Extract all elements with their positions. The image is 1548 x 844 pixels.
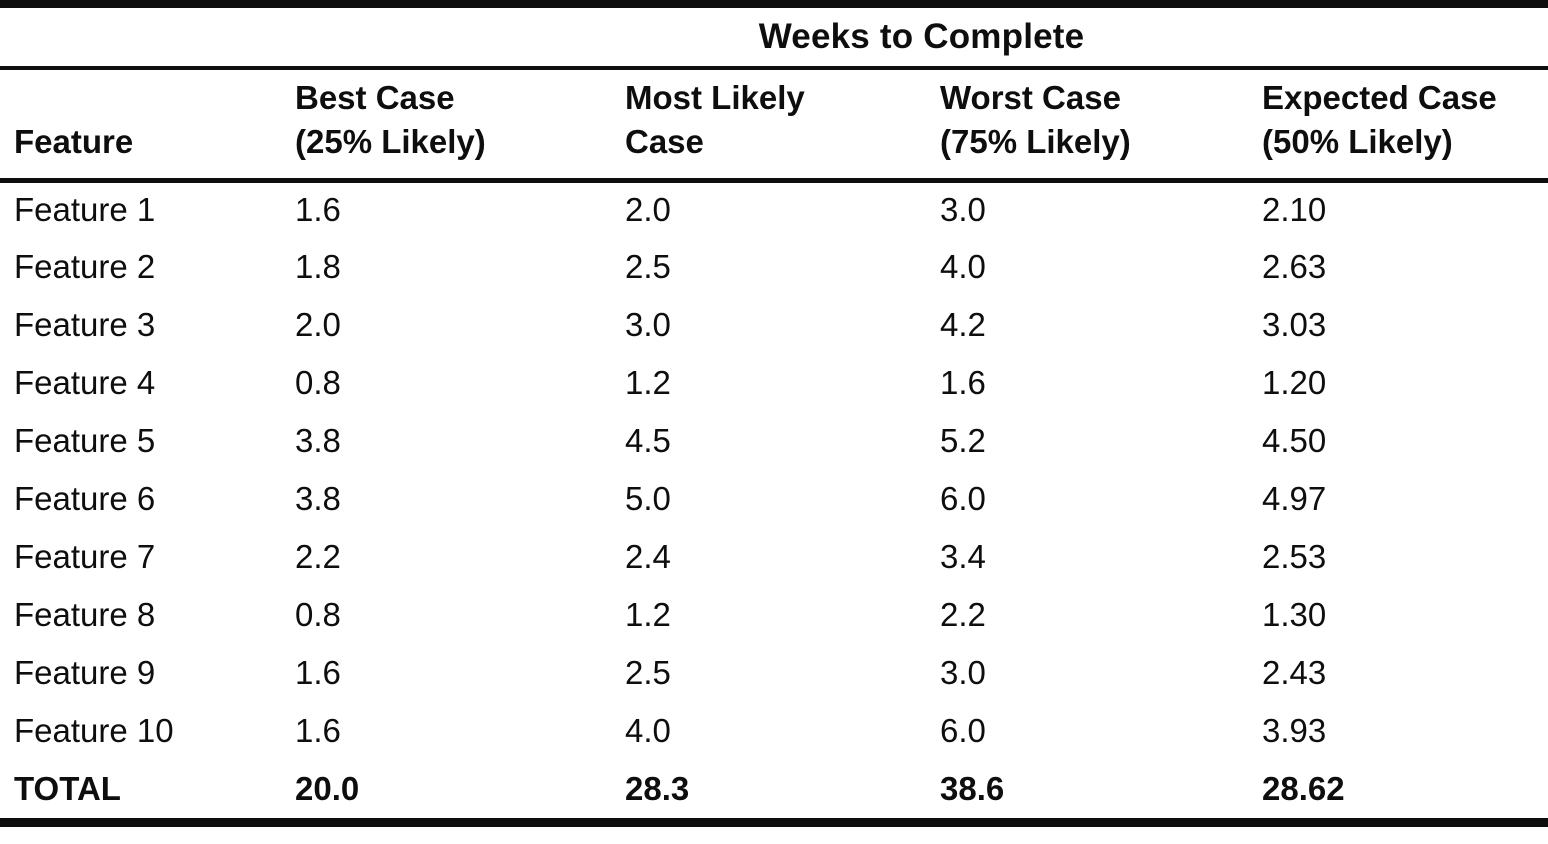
total-best-case-cell: 20.0 [295, 769, 360, 807]
worst-case-cell: 3.0 [940, 191, 986, 229]
most-likely-cell: 1.2 [625, 364, 671, 401]
column-header-expected-case: Expected Case (50% Likely) [1262, 68, 1548, 183]
table-row: Feature 7 2.2 2.4 3.4 2.53 [0, 528, 1548, 586]
expected-case-cell: 3.03 [1262, 306, 1327, 343]
total-row: TOTAL 20.0 28.3 38.6 28.62 [0, 760, 1548, 822]
spanning-header-row: Weeks to Complete [0, 4, 1548, 70]
column-header-line: (75% Likely) [940, 122, 1131, 160]
worst-case-cell: 3.4 [940, 538, 986, 575]
worst-case-cell: 4.0 [940, 248, 986, 285]
table-row: Feature 10 1.6 4.0 6.0 3.93 [0, 702, 1548, 760]
worst-case-cell: 5.2 [940, 422, 986, 459]
most-likely-cell: 4.0 [625, 712, 671, 749]
feature-cell: Feature 9 [14, 654, 156, 691]
best-case-cell: 0.8 [295, 596, 341, 633]
column-header-best-case: Best Case (25% Likely) [295, 68, 625, 183]
best-case-cell: 1.8 [295, 248, 341, 285]
feature-cell: Feature 10 [14, 712, 174, 749]
spanning-header-spacer [0, 4, 295, 70]
worst-case-cell: 4.2 [940, 306, 986, 343]
column-header-worst-case: Worst Case (75% Likely) [940, 68, 1262, 183]
best-case-cell: 1.6 [295, 191, 341, 229]
column-header-line: Best Case [295, 79, 455, 117]
column-header-row: Feature Best Case (25% Likely) Most Like… [0, 68, 1548, 183]
worst-case-cell: 3.0 [940, 654, 986, 691]
most-likely-cell: 3.0 [625, 306, 671, 343]
worst-case-cell: 2.2 [940, 596, 986, 633]
most-likely-cell: 2.5 [625, 654, 671, 691]
best-case-cell: 2.2 [295, 538, 341, 575]
column-header-line: Most Likely [625, 79, 805, 117]
total-expected-case-cell: 28.62 [1262, 769, 1345, 807]
total-label-cell: TOTAL [14, 769, 121, 807]
feature-cell: Feature 3 [14, 306, 156, 343]
column-header-line: Worst Case [940, 79, 1121, 117]
expected-case-cell: 2.43 [1262, 654, 1327, 691]
most-likely-cell: 2.4 [625, 538, 671, 575]
column-header-line: (25% Likely) [295, 122, 486, 160]
column-header-line: Case [625, 122, 704, 160]
expected-case-cell: 3.93 [1262, 712, 1327, 749]
expected-case-cell: 2.63 [1262, 248, 1327, 285]
table-row: Feature 4 0.8 1.2 1.6 1.20 [0, 354, 1548, 412]
most-likely-cell: 1.2 [625, 596, 671, 633]
column-header-line: Expected Case [1262, 79, 1497, 117]
table-row: Feature 6 3.8 5.0 6.0 4.97 [0, 470, 1548, 528]
feature-cell: Feature 4 [14, 364, 156, 401]
best-case-cell: 2.0 [295, 306, 341, 343]
best-case-cell: 1.6 [295, 654, 341, 691]
expected-case-cell: 4.97 [1262, 480, 1327, 517]
table-row: Feature 5 3.8 4.5 5.2 4.50 [0, 412, 1548, 470]
most-likely-cell: 4.5 [625, 422, 671, 459]
total-worst-case-cell: 38.6 [940, 769, 1005, 807]
column-header-most-likely: Most Likely Case [625, 68, 940, 183]
column-header-line: Feature [14, 122, 134, 160]
feature-cell: Feature 1 [14, 191, 156, 229]
most-likely-cell: 2.5 [625, 248, 671, 285]
feature-cell: Feature 2 [14, 248, 156, 285]
expected-case-cell: 1.20 [1262, 364, 1327, 401]
feature-cell: Feature 8 [14, 596, 156, 633]
feature-estimate-table: Weeks to Complete Feature Best Case (25%… [0, 0, 1548, 827]
most-likely-cell: 2.0 [625, 191, 671, 229]
most-likely-cell: 5.0 [625, 480, 671, 517]
table-title: Weeks to Complete [295, 4, 1548, 70]
best-case-cell: 0.8 [295, 364, 341, 401]
best-case-cell: 3.8 [295, 422, 341, 459]
table-row: Feature 9 1.6 2.5 3.0 2.43 [0, 644, 1548, 702]
column-header-line: (50% Likely) [1262, 122, 1453, 160]
worst-case-cell: 1.6 [940, 364, 986, 401]
worst-case-cell: 6.0 [940, 480, 986, 517]
table-row: Feature 8 0.8 1.2 2.2 1.30 [0, 586, 1548, 644]
expected-case-cell: 2.10 [1262, 191, 1327, 229]
table-row: Feature 3 2.0 3.0 4.2 3.03 [0, 296, 1548, 354]
expected-case-cell: 4.50 [1262, 422, 1327, 459]
feature-cell: Feature 7 [14, 538, 156, 575]
worst-case-cell: 6.0 [940, 712, 986, 749]
feature-cell: Feature 6 [14, 480, 156, 517]
best-case-cell: 3.8 [295, 480, 341, 517]
total-most-likely-cell: 28.3 [625, 769, 690, 807]
expected-case-cell: 1.30 [1262, 596, 1327, 633]
feature-cell: Feature 5 [14, 422, 156, 459]
table-row: Feature 1 1.6 2.0 3.0 2.10 [0, 180, 1548, 238]
column-header-feature: Feature [0, 68, 295, 183]
table-row: Feature 2 1.8 2.5 4.0 2.63 [0, 238, 1548, 296]
expected-case-cell: 2.53 [1262, 538, 1327, 575]
best-case-cell: 1.6 [295, 712, 341, 749]
